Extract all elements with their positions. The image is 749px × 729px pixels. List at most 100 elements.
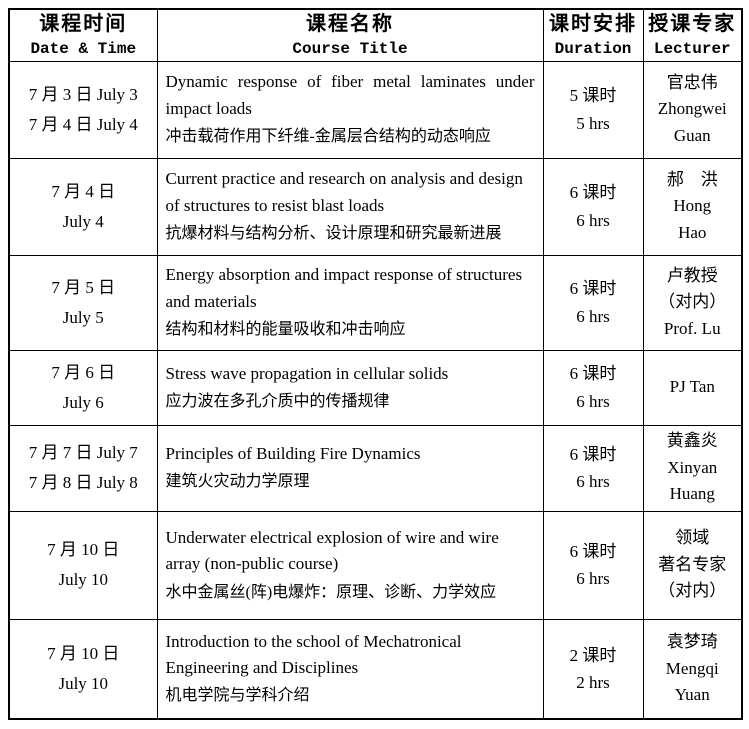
duration-cell: 6 课时 6 hrs: [542, 254, 644, 351]
header-date-time-zh: 课程时间: [39, 12, 128, 35]
lecturer-cell: 卢教授 （对内） Prof. Lu: [642, 254, 743, 351]
lecturer-cell: 郝 洪 Hong Hao: [642, 157, 743, 256]
date-cell: 7 月 10 日 July 10: [8, 618, 158, 720]
header-lecturer-en: Lecturer: [653, 39, 731, 58]
course-title-en: Current practice and research on analysi…: [165, 169, 523, 215]
course-title-zh: 应力波在多孔介质中的传播规律: [165, 392, 390, 410]
duration-line: 2 课时: [569, 645, 617, 665]
duration-line: 6 hrs: [576, 306, 610, 326]
lecturer-line: Xinyan: [667, 457, 718, 477]
duration-cell: 6 课时 6 hrs: [542, 424, 644, 512]
course-title-en: Energy absorption and impact response of…: [165, 265, 523, 311]
date-line: 7 月 6 日: [51, 362, 116, 382]
header-course-title: 课程名称 Course Title: [156, 8, 544, 62]
duration-line: 6 课时: [569, 183, 617, 203]
course-title-zh: 机电学院与学科介绍: [165, 687, 310, 705]
header-duration-zh: 课时安排: [549, 12, 637, 35]
date-cell: 7 月 7 日 July 7 7 月 8 日 July 8: [8, 424, 158, 512]
header-lecturer: 授课专家 Lecturer: [642, 8, 743, 62]
course-title-en: Underwater electrical explosion of wire …: [165, 527, 499, 574]
header-duration: 课时安排 Duration: [542, 8, 644, 62]
duration-cell: 6 课时 6 hrs: [542, 157, 644, 256]
duration-cell: 6 课时 6 hrs: [542, 510, 644, 620]
lecturer-line: Yuan: [674, 684, 710, 704]
lecturer-line: 郝 洪: [666, 169, 718, 189]
date-line: 7 月 8 日 July 8: [28, 473, 138, 492]
course-cell: Introduction to the school of Mechatroni…: [156, 618, 544, 720]
lecturer-cell: 黄鑫炎 Xinyan Huang: [642, 424, 743, 512]
lecturer-line: Mengqi: [665, 658, 719, 678]
date-line: July 4: [62, 211, 104, 231]
course-title-en: Introduction to the school of Mechatroni…: [165, 631, 462, 677]
duration-line: 6 hrs: [576, 472, 610, 491]
date-line: July 10: [58, 673, 109, 693]
date-cell: 7 月 4 日 July 4: [8, 157, 158, 256]
lecturer-line: Hao: [678, 222, 707, 242]
course-cell: Principles of Building Fire Dynamics 建筑火…: [156, 424, 544, 512]
duration-line: 5 课时: [569, 86, 617, 106]
header-date-time-en: Date & Time: [30, 39, 137, 58]
duration-line: 6 hrs: [576, 569, 610, 588]
date-line: 7 月 4 日 July 4: [28, 114, 138, 134]
date-cell: 7 月 3 日 July 3 7 月 4 日 July 4: [8, 60, 158, 159]
date-line: 7 月 10 日: [47, 540, 120, 560]
lecturer-cell: PJ Tan: [642, 349, 743, 426]
date-line: 7 月 10 日: [47, 644, 120, 663]
lecturer-cell: 官忠伟 Zhongwei Guan: [642, 60, 743, 159]
table-row: 7 月 6 日 July 6 Stress wave propagation i…: [8, 349, 743, 426]
lecturer-line: Guan: [673, 125, 711, 145]
date-line: July 6: [62, 392, 104, 412]
duration-cell: 6 课时 6 hrs: [542, 349, 644, 426]
course-title-zh: 结构和材料的能量吸收和冲击响应: [165, 321, 406, 339]
date-line: 7 月 3 日 July 3: [28, 84, 138, 104]
duration-cell: 2 课时 2 hrs: [542, 618, 644, 720]
course-schedule-table: 课程时间 Date & Time 课程名称 Course Title 课时安排 …: [8, 8, 743, 720]
duration-line: 6 课时: [569, 279, 617, 299]
date-line: 7 月 5 日: [51, 277, 116, 297]
course-title-en: Dynamic response of fiber metal laminate…: [165, 72, 535, 118]
lecturer-line: 黄鑫炎: [666, 431, 718, 451]
date-cell: 7 月 10 日 July 10: [8, 510, 158, 620]
lecturer-line: Hong: [673, 196, 712, 216]
lecturer-line: Huang: [669, 484, 715, 504]
lecturer-cell: 袁梦琦 Mengqi Yuan: [642, 618, 743, 720]
course-title-zh: 建筑火灾动力学原理: [165, 473, 310, 491]
course-title-zh: 抗爆材料与结构分析、设计原理和研究最新进展: [165, 225, 502, 243]
lecturer-line: （对内）: [658, 292, 727, 312]
course-title-en: Principles of Building Fire Dynamics: [165, 444, 421, 464]
course-cell: Stress wave propagation in cellular soli…: [156, 349, 544, 426]
lecturer-line: Prof. Lu: [663, 318, 721, 338]
course-cell: Dynamic response of fiber metal laminate…: [156, 60, 544, 159]
course-cell: Underwater electrical explosion of wire …: [156, 510, 544, 620]
lecturer-line: Zhongwei: [657, 99, 727, 119]
duration-line: 6 课时: [569, 444, 617, 464]
lecturer-line: （对内）: [658, 581, 727, 601]
date-line: 7 月 4 日: [51, 181, 116, 201]
table-row: 7 月 3 日 July 3 7 月 4 日 July 4 Dynamic re…: [8, 60, 743, 159]
table-row: 7 月 5 日 July 5 Energy absorption and imp…: [8, 254, 743, 351]
header-lecturer-zh: 授课专家: [648, 12, 737, 35]
lecturer-line: 领域: [675, 528, 710, 548]
lecturer-line: 官忠伟: [666, 72, 718, 92]
duration-line: 6 课时: [569, 541, 617, 561]
course-title-zh: 水中金属丝(阵)电爆炸：原理、诊断、力学效应: [165, 583, 497, 601]
duration-line: 2 hrs: [576, 672, 610, 692]
table-row: 7 月 10 日 July 10 Introduction to the sch…: [8, 618, 743, 720]
table-row: 7 月 10 日 July 10 Underwater electrical e…: [8, 510, 743, 620]
course-cell: Energy absorption and impact response of…: [156, 254, 544, 351]
header-course-title-en: Course Title: [292, 39, 408, 58]
lecturer-line: 袁梦琦: [666, 632, 718, 652]
duration-line: 6 hrs: [576, 210, 610, 230]
date-cell: 7 月 6 日 July 6: [8, 349, 158, 426]
header-duration-en: Duration: [554, 39, 632, 58]
lecturer-line: PJ Tan: [669, 377, 715, 397]
date-line: July 10: [58, 570, 109, 589]
course-cell: Current practice and research on analysi…: [156, 157, 544, 256]
duration-line: 6 课时: [569, 364, 617, 384]
lecturer-line: 著名专家: [658, 554, 727, 574]
header-course-title-zh: 课程名称: [306, 12, 394, 35]
header-date-time: 课程时间 Date & Time: [8, 8, 158, 62]
course-title-en: Stress wave propagation in cellular soli…: [165, 363, 449, 383]
date-line: July 5: [62, 307, 104, 327]
